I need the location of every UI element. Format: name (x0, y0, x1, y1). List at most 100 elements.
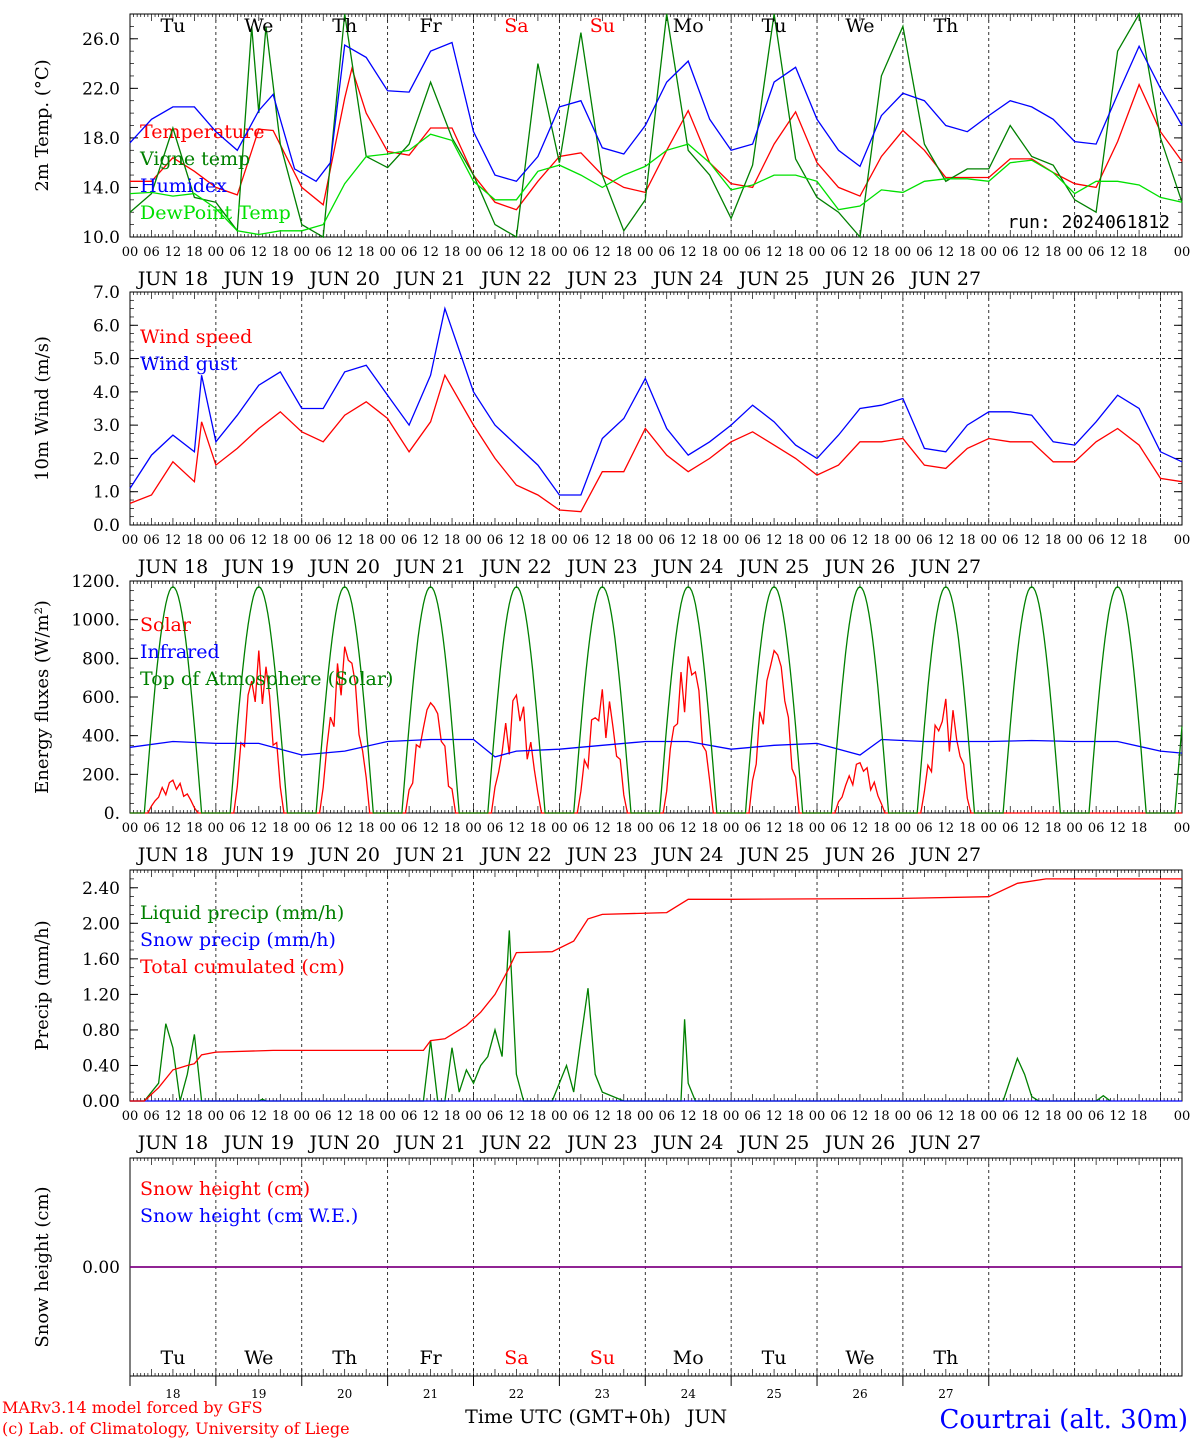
hour-label: 12 (594, 245, 611, 260)
hour-label: 00 (809, 1109, 826, 1124)
day-name-label: Mo (673, 1347, 704, 1369)
y-tick-label: 22.0 (82, 79, 120, 99)
hour-label: 12 (165, 245, 182, 260)
hour-label: 18 (787, 533, 804, 548)
series-line-vigne-temp (129, 12, 1183, 239)
y-tick-label: 800. (82, 649, 120, 669)
y-tick-label: 400. (82, 727, 120, 747)
hour-label: 06 (658, 245, 675, 260)
hour-label: 06 (1088, 1109, 1105, 1124)
hour-label: 00 (809, 533, 826, 548)
hour-label: 12 (852, 1109, 869, 1124)
date-label: JUN 24 (651, 268, 723, 290)
hour-label: 06 (1088, 821, 1105, 836)
plot-frame (129, 580, 1183, 814)
y-tick-label: 0. (104, 804, 120, 824)
hour-label: 00 (465, 821, 482, 836)
date-label: JUN 23 (565, 1132, 637, 1154)
y-tick-label: 1.0 (93, 483, 120, 503)
hour-label: 00 (465, 533, 482, 548)
date-label: JUN 25 (737, 556, 809, 578)
hour-label: 06 (1088, 533, 1105, 548)
y-tick-label: 18.0 (82, 129, 120, 149)
hour-label: 12 (251, 821, 268, 836)
day-number-label: 18 (165, 1387, 180, 1401)
model-credit: MARv3.14 model forced by GFS (2, 1398, 263, 1417)
y-tick-label: 3.0 (93, 416, 120, 436)
hour-label: 18 (530, 533, 547, 548)
hour-label: 06 (830, 245, 847, 260)
hour-label: 00 (723, 533, 740, 548)
date-label: JUN 20 (307, 1132, 379, 1154)
hour-label: 18 (873, 1109, 890, 1124)
panel-2: 0. 200. 400. 600. 800. 1000. 1200. Energy fluxe… (32, 572, 1190, 866)
series-line-wind-gust (129, 306, 1183, 496)
hour-label: 18 (787, 1109, 804, 1124)
hour-label: 12 (336, 1109, 353, 1124)
hour-label: 12 (422, 245, 439, 260)
hour-label: 06 (658, 1109, 675, 1124)
hour-label: 18 (1131, 821, 1148, 836)
hour-label: 00 (895, 533, 912, 548)
date-label: JUN 27 (909, 556, 981, 578)
hour-label: 00 (981, 1109, 998, 1124)
day-name-label: Tu (762, 15, 787, 37)
hour-label: 18 (444, 1109, 461, 1124)
date-label: JUN 23 (565, 268, 637, 290)
legend-entry: Temperature (140, 121, 264, 143)
date-label: JUN 19 (222, 1132, 294, 1154)
date-label: JUN 19 (222, 844, 294, 866)
legend-entry: Total cumulated (cm) (140, 956, 345, 978)
hour-label: 18 (616, 533, 633, 548)
legend-entry: DewPoint Temp (140, 202, 291, 224)
date-label: JUN 18 (136, 556, 208, 578)
day-number-label: 20 (337, 1387, 352, 1401)
hour-label: 00 (379, 1109, 396, 1124)
date-label: JUN 25 (737, 844, 809, 866)
hour-label: 00 (1174, 245, 1191, 260)
hour-label: 18 (701, 245, 718, 260)
hour-label: 18 (272, 533, 289, 548)
hour-label: 00 (122, 533, 139, 548)
y-tick-label: 5.0 (93, 350, 120, 370)
y-axis-title: Precip (mm/h) (32, 920, 53, 1050)
date-label: JUN 22 (479, 844, 551, 866)
hour-label: 00 (981, 245, 998, 260)
y-tick-label: 6.0 (93, 316, 120, 336)
hour-label: 12 (938, 821, 955, 836)
panel-4: 0.00 Snow height (cm) Snow height (cm) Snow… (32, 1157, 1183, 1377)
hour-label: 12 (680, 821, 697, 836)
hour-label: 00 (551, 1109, 568, 1124)
hour-label: 06 (229, 533, 246, 548)
x-axis-title: Time UTC (GMT+0h) (465, 1406, 671, 1428)
hour-label: 00 (208, 533, 225, 548)
hour-label: 06 (229, 821, 246, 836)
hour-label: 12 (938, 1109, 955, 1124)
hour-label: 12 (594, 821, 611, 836)
hour-label: 00 (1174, 533, 1191, 548)
hour-label: 00 (1066, 533, 1083, 548)
day-name-label: Su (590, 15, 615, 37)
date-label: JUN 23 (565, 844, 637, 866)
hour-label: 06 (315, 821, 332, 836)
hour-label: 06 (143, 533, 160, 548)
hour-label: 06 (487, 533, 504, 548)
hour-label: 00 (379, 821, 396, 836)
day-number-label: 22 (509, 1387, 524, 1401)
hour-label: 12 (766, 245, 783, 260)
hour-label: 06 (315, 245, 332, 260)
day-name-label: We (845, 15, 874, 37)
day-number-label: 19 (251, 1387, 266, 1401)
hour-label: 06 (143, 1109, 160, 1124)
day-name-label: Th (332, 1347, 357, 1369)
hour-label: 18 (444, 533, 461, 548)
hour-label: 18 (186, 1109, 203, 1124)
hour-label: 12 (251, 533, 268, 548)
hour-label: 18 (530, 245, 547, 260)
hour-label: 06 (1088, 245, 1105, 260)
hour-label: 18 (444, 245, 461, 260)
hour-label: 12 (508, 821, 525, 836)
hour-label: 00 (637, 533, 654, 548)
hour-label: 06 (1002, 821, 1019, 836)
hour-label: 00 (293, 533, 310, 548)
